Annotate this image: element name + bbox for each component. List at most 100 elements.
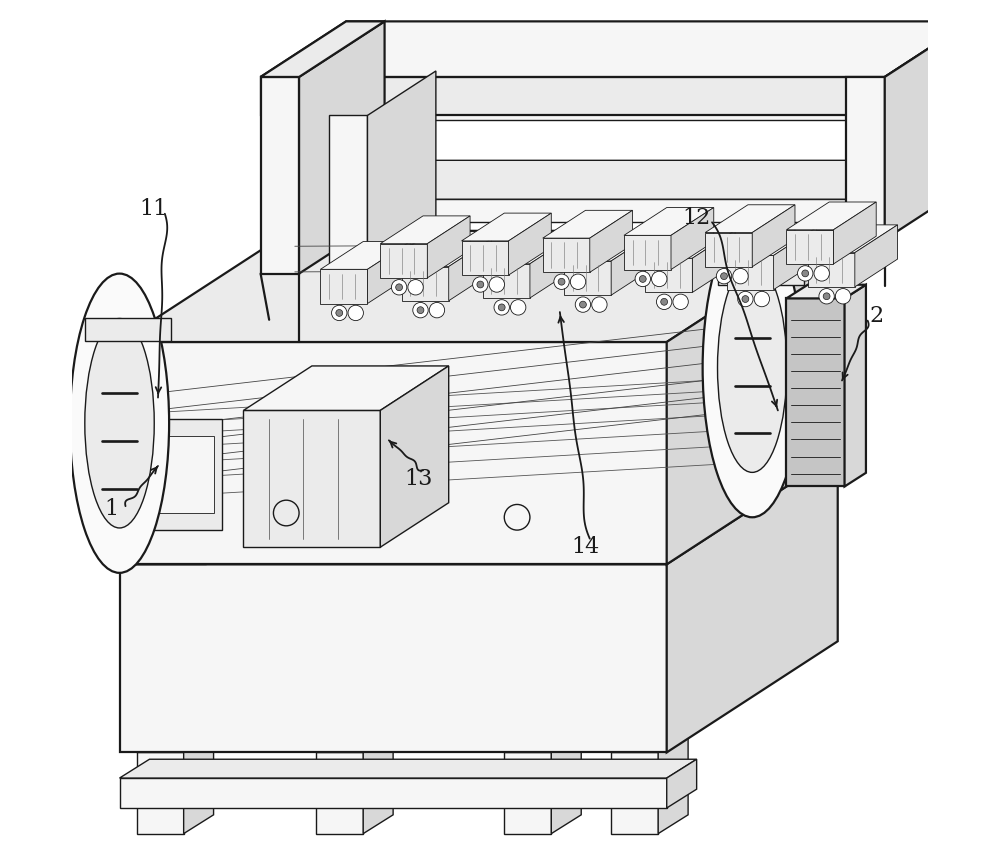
Circle shape [742, 296, 749, 303]
Polygon shape [449, 239, 491, 301]
Polygon shape [402, 239, 491, 267]
Polygon shape [718, 263, 804, 286]
Polygon shape [846, 77, 885, 239]
Text: 13: 13 [405, 468, 433, 490]
Polygon shape [833, 202, 876, 264]
Polygon shape [671, 208, 714, 269]
Polygon shape [261, 21, 385, 77]
Polygon shape [590, 210, 633, 272]
Circle shape [575, 297, 591, 312]
Text: 2: 2 [869, 305, 883, 327]
Polygon shape [462, 213, 551, 241]
Polygon shape [611, 752, 658, 834]
Polygon shape [786, 298, 845, 486]
Polygon shape [855, 225, 898, 287]
Circle shape [510, 300, 526, 315]
Polygon shape [120, 759, 697, 778]
Circle shape [802, 270, 809, 277]
Circle shape [489, 277, 504, 292]
Polygon shape [611, 734, 688, 752]
Circle shape [570, 274, 586, 290]
Polygon shape [243, 410, 380, 547]
Circle shape [131, 485, 153, 507]
Circle shape [477, 281, 484, 288]
Polygon shape [367, 241, 410, 304]
Circle shape [716, 268, 732, 284]
Polygon shape [845, 285, 866, 486]
Polygon shape [645, 258, 692, 292]
Circle shape [823, 293, 830, 300]
Polygon shape [885, 21, 970, 239]
Circle shape [580, 301, 586, 308]
Polygon shape [645, 230, 735, 258]
Circle shape [131, 485, 153, 507]
Polygon shape [261, 21, 970, 77]
Circle shape [835, 289, 851, 304]
Circle shape [661, 298, 668, 305]
Circle shape [348, 305, 363, 321]
Circle shape [332, 305, 347, 321]
Polygon shape [137, 752, 184, 834]
Polygon shape [705, 233, 752, 267]
Polygon shape [145, 436, 214, 513]
Polygon shape [120, 231, 838, 342]
Circle shape [639, 275, 646, 282]
Circle shape [429, 303, 445, 318]
Polygon shape [137, 734, 214, 752]
Circle shape [558, 279, 565, 286]
Circle shape [635, 271, 650, 286]
Polygon shape [808, 253, 855, 287]
Circle shape [592, 297, 607, 312]
Polygon shape [316, 734, 393, 752]
Polygon shape [611, 233, 654, 295]
Circle shape [391, 280, 407, 295]
Circle shape [336, 310, 343, 316]
Ellipse shape [85, 319, 154, 528]
Polygon shape [667, 231, 838, 564]
Polygon shape [85, 319, 171, 341]
Polygon shape [261, 77, 299, 274]
Polygon shape [885, 21, 970, 115]
Polygon shape [624, 235, 671, 269]
Polygon shape [543, 238, 590, 272]
Polygon shape [243, 366, 449, 410]
Circle shape [652, 271, 667, 286]
Polygon shape [427, 215, 470, 278]
Circle shape [494, 300, 509, 315]
Polygon shape [530, 236, 573, 298]
Polygon shape [551, 734, 581, 834]
Polygon shape [462, 241, 509, 275]
Polygon shape [380, 215, 470, 244]
Ellipse shape [703, 218, 802, 517]
Polygon shape [624, 208, 714, 235]
Polygon shape [667, 453, 838, 752]
Polygon shape [120, 453, 838, 564]
Circle shape [155, 475, 171, 491]
Polygon shape [504, 752, 551, 834]
Polygon shape [120, 564, 667, 752]
Polygon shape [120, 410, 206, 564]
Polygon shape [786, 285, 866, 298]
Polygon shape [363, 734, 393, 834]
Polygon shape [120, 778, 667, 808]
Polygon shape [299, 57, 906, 97]
Polygon shape [752, 204, 795, 267]
Polygon shape [184, 734, 214, 834]
Polygon shape [483, 236, 573, 263]
Polygon shape [120, 342, 667, 564]
Polygon shape [727, 256, 774, 290]
Circle shape [673, 294, 688, 310]
Ellipse shape [70, 274, 169, 573]
Circle shape [798, 266, 813, 281]
Polygon shape [320, 241, 410, 269]
Polygon shape [658, 734, 688, 834]
Polygon shape [299, 161, 906, 199]
Circle shape [738, 292, 753, 307]
Polygon shape [299, 97, 846, 120]
Polygon shape [786, 230, 833, 264]
Circle shape [754, 292, 770, 307]
Polygon shape [329, 115, 367, 274]
Circle shape [417, 307, 424, 314]
Circle shape [814, 266, 829, 281]
Polygon shape [667, 759, 697, 808]
